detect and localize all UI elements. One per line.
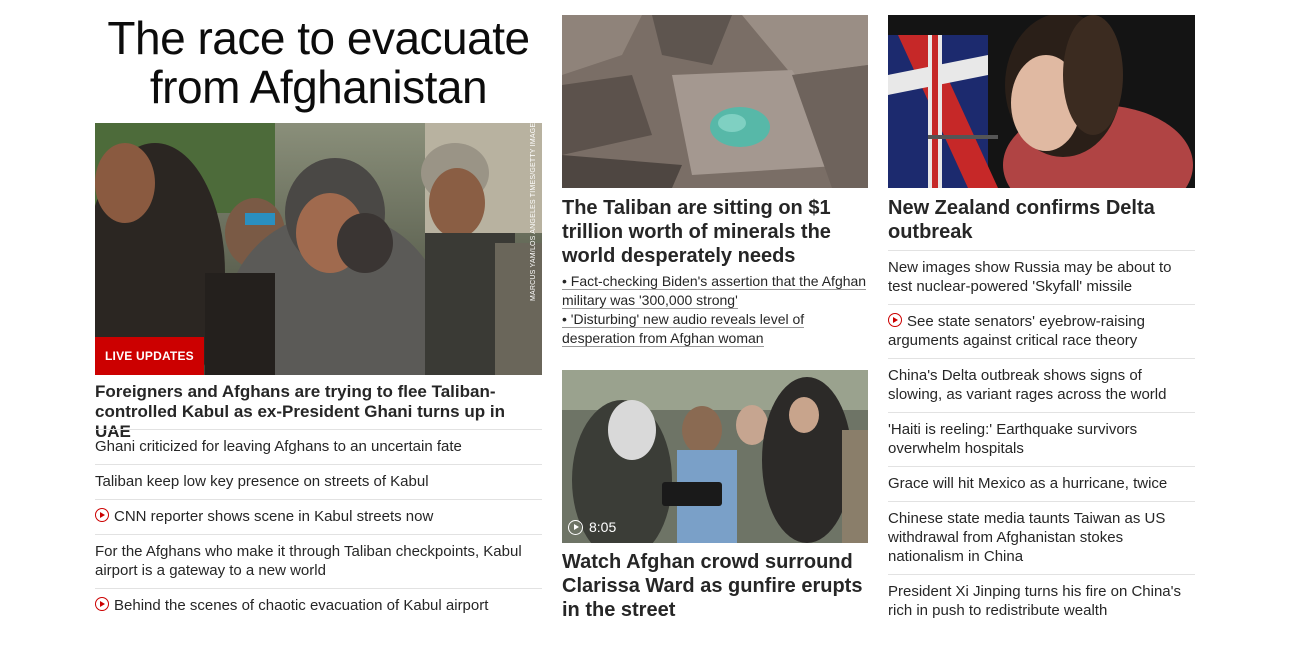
bullet-link[interactable]: • 'Disturbing' new audio reveals level o… [562, 311, 805, 347]
lead-story-links: Ghani criticized for leaving Afghans to … [95, 429, 542, 623]
minerals-story-headline[interactable]: The Taliban are sitting on $1 trillion w… [562, 197, 831, 267]
related-bullets: • Fact-checking Biden's assertion that t… [562, 272, 868, 348]
new-zealand-story-photo[interactable] [888, 15, 1195, 188]
story-link[interactable]: China's Delta outbreak shows signs of sl… [888, 358, 1195, 412]
crowd-video-headline[interactable]: Watch Afghan crowd surround Clarissa War… [562, 551, 863, 621]
story-link[interactable]: See state senators' eyebrow-raising argu… [888, 304, 1195, 358]
crowd-video-thumbnail[interactable]: 8:05 [562, 370, 868, 543]
video-duration: 8:05 [568, 519, 616, 535]
minerals-story-photo[interactable] [562, 15, 868, 188]
story-link[interactable]: New images show Russia may be about to t… [888, 250, 1195, 304]
lead-story-photo[interactable]: MARCUS YAM/LOS ANGELES TIMES/GETTY IMAGE… [95, 123, 542, 375]
section-title[interactable]: The race to evacuate from Afghanistan [107, 12, 530, 113]
story-link[interactable]: Taliban keep low key presence on streets… [95, 464, 542, 499]
story-link[interactable]: President Xi Jinping turns his fire on C… [888, 574, 1195, 628]
story-link[interactable]: Chinese state media taunts Taiwan as US … [888, 501, 1195, 574]
play-circle-icon [95, 508, 109, 522]
story-link[interactable]: 'Haiti is reeling:' Earthquake survivors… [888, 412, 1195, 466]
story-link[interactable]: Ghani criticized for leaving Afghans to … [95, 429, 542, 464]
story-link[interactable]: For the Afghans who make it through Tali… [95, 534, 542, 588]
play-circle-icon [95, 597, 109, 611]
live-updates-badge[interactable]: LIVE UPDATES [95, 337, 204, 375]
story-link[interactable]: CNN reporter shows scene in Kabul street… [95, 499, 542, 534]
story-link[interactable]: Behind the scenes of chaotic evacuation … [95, 588, 542, 623]
story-link[interactable]: Grace will hit Mexico as a hurricane, tw… [888, 466, 1195, 501]
play-circle-icon [888, 313, 902, 327]
new-zealand-headline[interactable]: New Zealand confirms Delta outbreak [888, 197, 1155, 243]
right-links: New images show Russia may be about to t… [888, 250, 1195, 628]
lead-story-headline[interactable]: Foreigners and Afghans are trying to fle… [95, 382, 505, 441]
photo-credit: MARCUS YAM/LOS ANGELES TIMES/GETTY IMAGE… [530, 123, 537, 301]
play-circle-icon [568, 519, 583, 535]
bullet-link[interactable]: • Fact-checking Biden's assertion that t… [562, 273, 867, 309]
